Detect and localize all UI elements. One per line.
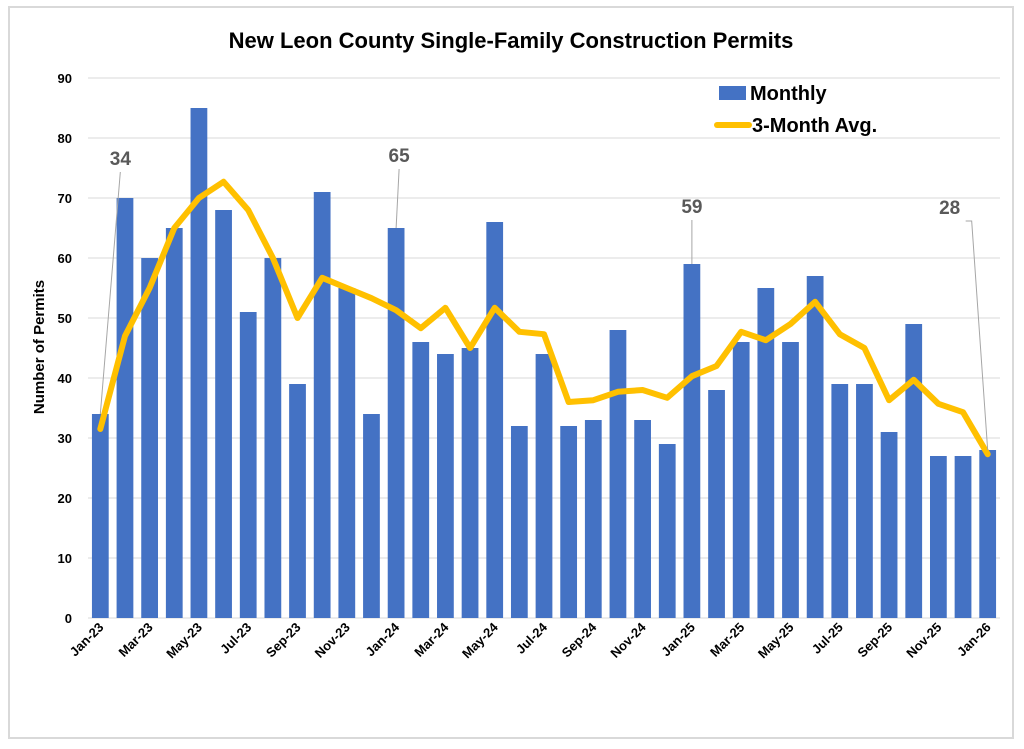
x-tick-label: May-23	[163, 620, 205, 662]
x-tick-label: Jul-25	[809, 620, 846, 657]
x-tick-label: Jul-24	[513, 619, 551, 657]
callout-leader	[965, 220, 989, 451]
x-tick-label: Mar-24	[411, 619, 452, 660]
x-tick-label: Mar-25	[707, 620, 747, 660]
x-tick-label: Nov-25	[903, 620, 944, 661]
bar	[905, 324, 923, 618]
x-tick-label: May-24	[459, 619, 501, 661]
bar	[584, 420, 602, 618]
callout-leader	[99, 171, 121, 415]
callout-label: 65	[389, 146, 411, 167]
bar	[215, 210, 232, 618]
x-tick-label: Jul-23	[217, 620, 254, 657]
bar	[437, 354, 454, 618]
bar	[165, 228, 183, 618]
y-tick-label: 70	[58, 191, 72, 206]
bar	[264, 258, 282, 618]
x-tick-label: Mar-23	[115, 620, 155, 660]
y-tick-label: 30	[58, 431, 72, 446]
callout-label: 28	[939, 198, 960, 219]
bar	[929, 456, 947, 618]
x-tick-label: Nov-23	[312, 620, 353, 661]
bar	[609, 330, 627, 618]
bar	[658, 444, 676, 618]
y-tick-label: 50	[58, 311, 72, 326]
bar	[757, 288, 775, 618]
line-series	[97, 178, 991, 458]
legend-label-3-month-avg: 3-Month Avg.	[752, 115, 877, 137]
y-axis-label: Number of Permits	[31, 280, 48, 414]
bar	[289, 384, 306, 618]
x-tick-label: May-25	[755, 620, 797, 662]
bar	[363, 414, 380, 618]
x-tick-label: Jan-23	[67, 620, 107, 660]
callout-label: 34	[110, 149, 132, 170]
x-tick-label: Jan-25	[658, 620, 698, 660]
callouts: 34 65 59 28	[99, 146, 989, 451]
bar	[116, 198, 134, 618]
avg-line	[97, 178, 991, 458]
bar	[708, 390, 725, 618]
bar	[683, 264, 701, 618]
legend: Monthly 3-Month Avg.	[714, 83, 877, 137]
y-tick-label: 0	[65, 611, 72, 626]
legend-swatch-monthly	[719, 86, 746, 100]
bar	[486, 222, 504, 618]
x-tick-label: Sep-24	[559, 619, 600, 660]
legend-label-monthly: Monthly	[750, 83, 828, 105]
bar	[239, 312, 257, 618]
bar	[560, 426, 578, 618]
bar	[91, 414, 109, 618]
bar	[782, 342, 799, 618]
y-tick-label: 20	[58, 491, 72, 506]
x-tick-label: Sep-23	[263, 620, 304, 661]
bar	[387, 228, 405, 618]
y-axis-ticks: 0 10 20 30 40 50 60 70 80 90	[58, 71, 72, 626]
bar	[190, 108, 208, 618]
bar	[338, 288, 356, 618]
y-tick-label: 10	[58, 551, 72, 566]
bar	[313, 192, 331, 618]
callout-leader	[395, 168, 400, 229]
bar	[412, 342, 430, 618]
bar	[461, 348, 479, 618]
x-tick-label: Nov-24	[607, 619, 649, 661]
y-tick-label: 90	[58, 71, 72, 86]
y-tick-label: 60	[58, 251, 72, 266]
bar	[954, 456, 972, 618]
y-tick-label: 40	[58, 371, 72, 386]
x-tick-label: Sep-25	[854, 620, 895, 661]
x-tick-label: Jan-26	[954, 620, 994, 660]
bar	[535, 354, 553, 618]
bar	[732, 342, 750, 618]
bar	[979, 450, 997, 618]
bar	[831, 384, 849, 618]
callout-label: 59	[681, 197, 702, 218]
y-tick-label: 80	[58, 131, 72, 146]
x-tick-label: Jan-24	[362, 619, 402, 659]
chart-title: New Leon County Single-Family Constructi…	[229, 28, 794, 53]
bar	[634, 420, 651, 618]
x-axis-ticks: Jan-23 Mar-23 May-23 Jul-23 Sep-23 Nov-23 Jan-…	[67, 619, 994, 661]
bar	[141, 258, 159, 618]
bar	[510, 426, 528, 618]
bar	[806, 276, 824, 618]
bar-series	[91, 108, 997, 618]
bar	[880, 432, 898, 618]
bar	[856, 384, 873, 618]
